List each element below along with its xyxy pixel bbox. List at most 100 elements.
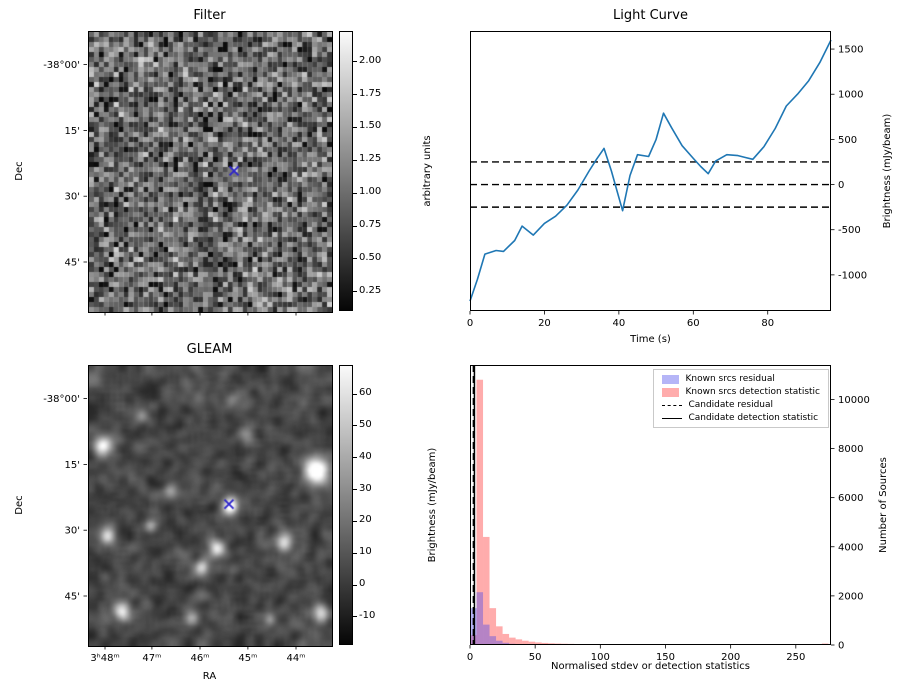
filter-axes-ticks: -38°00' 15' 30' 45' bbox=[43, 60, 297, 316]
y-tick-label: 15' bbox=[65, 460, 80, 471]
histogram-bar bbox=[509, 637, 516, 645]
x-tick-label: 150 bbox=[656, 652, 675, 663]
gleam-image bbox=[88, 365, 333, 647]
colorbar-tick-label: 50 bbox=[359, 418, 372, 430]
y-tick-label: 45' bbox=[65, 592, 80, 603]
y-tick-label: 6000 bbox=[838, 493, 863, 504]
colorbar-tick-mark bbox=[353, 159, 357, 161]
gleam-colorbar bbox=[339, 365, 353, 645]
colorbar-tick-mark bbox=[353, 584, 357, 586]
legend-label: Known srcs residual bbox=[685, 374, 775, 384]
legend-label: Candidate detection statistic bbox=[688, 413, 819, 423]
colorbar-tick-label: 0.25 bbox=[359, 284, 382, 296]
y-tick-label: 1500 bbox=[838, 45, 863, 56]
x-tick-label: 100 bbox=[591, 652, 610, 663]
y-tick-label: -500 bbox=[838, 225, 861, 236]
histogram-bar bbox=[502, 642, 510, 645]
colorbar-tick-mark bbox=[353, 489, 357, 491]
colorbar-tick-label: 1.00 bbox=[359, 186, 382, 198]
legend-item: Known srcs detection statistic bbox=[662, 387, 820, 397]
y-tick-label: -38°00' bbox=[43, 394, 80, 405]
lightcurve-time-axis-label: Time (s) bbox=[630, 334, 671, 345]
y-tick-label: 500 bbox=[838, 135, 857, 146]
colorbar-tick-label: 1.75 bbox=[359, 87, 382, 99]
histogram-bar bbox=[483, 536, 490, 645]
x-tick-label: 47ᵐ bbox=[142, 653, 161, 664]
colorbar-tick-label: 1.25 bbox=[359, 153, 382, 165]
colorbar-tick-mark bbox=[353, 552, 357, 554]
filter-dec-axis-label: Dec bbox=[14, 161, 25, 181]
legend-label: Candidate residual bbox=[688, 400, 774, 410]
y-tick-label: -38°00' bbox=[43, 60, 80, 71]
histogram-bar bbox=[470, 608, 477, 645]
colorbar-tick-mark bbox=[353, 94, 357, 96]
colorbar-tick-label: 20 bbox=[359, 514, 372, 526]
y-tick-label: 30' bbox=[65, 526, 80, 537]
filter-colorbar bbox=[339, 31, 353, 311]
axes-frame bbox=[470, 31, 831, 311]
histogram-bar bbox=[476, 592, 484, 645]
histogram-bar bbox=[489, 608, 497, 645]
y-tick-label: 15' bbox=[65, 126, 80, 137]
y-tick-label: 30' bbox=[65, 192, 80, 203]
y-tick-label: 0 bbox=[838, 180, 844, 191]
x-tick-label: 46ᵐ bbox=[191, 653, 210, 664]
y-tick-label: 4000 bbox=[838, 542, 863, 553]
legend-item: Candidate detection statistic bbox=[662, 413, 820, 423]
y-tick-label: 2000 bbox=[838, 591, 863, 602]
legend-item: Candidate residual bbox=[662, 400, 820, 410]
x-tick-label: 3ʰ48ᵐ bbox=[90, 653, 119, 664]
x-tick-label: 20 bbox=[538, 318, 551, 329]
gleam-title: GLEAM bbox=[186, 342, 233, 357]
colorbar-tick-mark bbox=[353, 425, 357, 427]
colorbar-tick-label: 0 bbox=[359, 578, 366, 590]
gleam-ra-axis-label: RA bbox=[202, 671, 217, 682]
histogram-bar bbox=[496, 626, 503, 645]
histogram-bar bbox=[489, 636, 497, 645]
x-tick-label: 200 bbox=[721, 652, 740, 663]
lightcurve-brightness-axis-label: Brightness (mJy/beam) bbox=[882, 113, 893, 229]
y-tick-label: -1000 bbox=[838, 270, 867, 281]
histogram-legend: Known srcs residual Known srcs detection … bbox=[653, 369, 829, 428]
gleam-axes-ticks: -38°00' 15' 30' 45' 3ʰ48ᵐ 47ᵐ 46ᵐ 45ᵐ 44ᵐ bbox=[43, 394, 305, 664]
x-tick-label: 40 bbox=[612, 318, 625, 329]
colorbar-tick-mark bbox=[353, 126, 357, 128]
histogram-bar bbox=[476, 379, 484, 645]
legend-line-sample bbox=[662, 417, 683, 419]
x-tick-label: 60 bbox=[687, 318, 700, 329]
histogram-bar bbox=[528, 641, 536, 645]
histogram-bar bbox=[541, 642, 549, 645]
gleam-colorbar-label: Brightness (mJy/beam) bbox=[427, 447, 438, 563]
x-tick-label: 0 bbox=[467, 318, 473, 329]
colorbar-tick-mark bbox=[353, 616, 357, 618]
histogram-plot: 0 50 100 150 200 250 0 2000 4000 6000 8000 10000 bbox=[467, 365, 870, 663]
axes-frame bbox=[470, 365, 831, 645]
histogram-sources-axis-label: Number of Sources bbox=[878, 457, 889, 553]
colorbar-tick-mark bbox=[353, 61, 357, 63]
y-tick-label: 8000 bbox=[838, 444, 863, 455]
light-curve-plot: 0 20 40 60 80 -1000 -500 0 500 1000 1500 bbox=[467, 31, 867, 329]
histogram-bar bbox=[535, 642, 542, 645]
histogram-bar bbox=[515, 639, 523, 645]
filter-colorbar-label: arbitrary units bbox=[422, 135, 433, 207]
gleam-dec-axis-label: Dec bbox=[14, 495, 25, 515]
colorbar-tick-label: 30 bbox=[359, 482, 372, 494]
x-tick-label: 0 bbox=[467, 652, 473, 663]
colorbar-tick-label: 60 bbox=[359, 387, 372, 399]
colorbar-tick-label: 2.00 bbox=[359, 54, 382, 66]
x-tick-label: 250 bbox=[786, 652, 805, 663]
y-tick-label: 0 bbox=[838, 641, 844, 652]
histogram-bar bbox=[496, 640, 503, 645]
histogram-bar bbox=[502, 633, 510, 645]
histogram-x-axis-label: Normalised stdev or detection statistics bbox=[551, 661, 750, 672]
legend-patch bbox=[662, 374, 680, 384]
filter-title: Filter bbox=[193, 8, 226, 23]
colorbar-tick-mark bbox=[353, 258, 357, 260]
x-tick-label: 45ᵐ bbox=[238, 653, 257, 664]
legend-label: Known srcs detection statistic bbox=[685, 387, 820, 397]
y-tick-label: 1000 bbox=[838, 90, 863, 101]
colorbar-tick-mark bbox=[353, 393, 357, 395]
x-tick-label: 44ᵐ bbox=[287, 653, 306, 664]
legend-item: Known srcs residual bbox=[662, 374, 820, 384]
